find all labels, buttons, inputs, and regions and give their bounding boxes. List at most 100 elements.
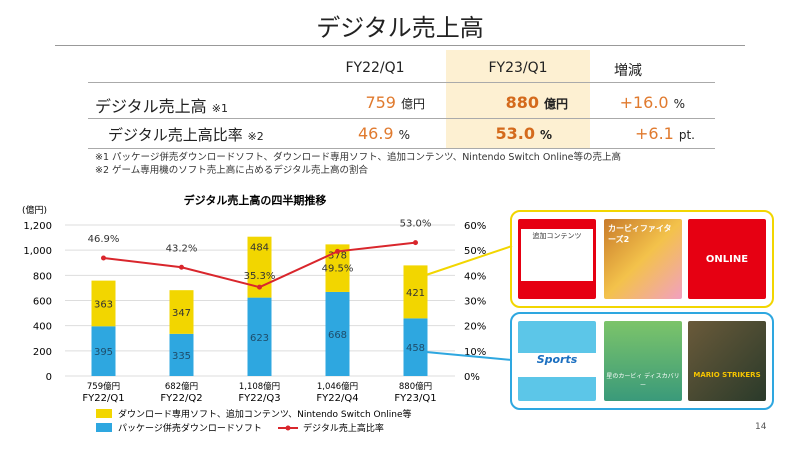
y2-tick-label: 40%: [464, 271, 486, 282]
x-tick-label: FY22/Q2: [160, 393, 202, 404]
ratio-point: [101, 255, 106, 261]
y2-tick-label: 0%: [464, 372, 480, 383]
x-total-label: 682億円: [165, 381, 198, 392]
num: 46.9: [357, 124, 394, 143]
x-tick-label: FY22/Q4: [316, 393, 358, 404]
x-tick-label: FY23/Q1: [394, 393, 436, 404]
package-products-group: Sports 星のカービィ ディスカバリー MARIO STRIKERS: [510, 312, 774, 410]
bar-package: [247, 297, 272, 376]
bar-label-download: 421: [406, 288, 425, 299]
num: +16.0: [619, 93, 669, 112]
y2-tick-label: 20%: [464, 322, 486, 333]
col-header-fy23q1: FY23/Q1: [488, 60, 548, 76]
y-tick-label: 0: [46, 372, 52, 383]
num: +6.1: [635, 124, 674, 143]
y-tick-label: 600: [33, 297, 52, 308]
x-tick-label: FY22/Q1: [82, 393, 124, 404]
y-tick-label: 1,200: [23, 221, 52, 232]
row-label-digital-ratio: デジタル売上高比率 ※2: [108, 124, 264, 145]
digital-only-products-group: 追加コンテンツ カービィファイターズ2 ONLINE: [510, 210, 774, 308]
unit: %: [673, 97, 685, 111]
legend-swatch-download: [96, 409, 112, 418]
product-image: カービィファイターズ2: [604, 219, 682, 299]
y-tick-label: 200: [33, 347, 52, 358]
bar-label-package: 335: [172, 351, 191, 362]
ratio-point: [413, 240, 418, 246]
x-total-label: 880億円: [399, 381, 432, 392]
value: 759 億円: [300, 93, 425, 112]
col-header-change: 増減: [614, 63, 642, 79]
bar-package: [403, 318, 428, 376]
table-rule: [88, 148, 715, 149]
table-rule: [88, 118, 715, 119]
y2-tick-label: 10%: [464, 347, 486, 358]
bar-download: [91, 280, 116, 327]
callout-line-yellow: [425, 245, 513, 276]
value: +6.1 pt.: [560, 124, 695, 143]
num: 759: [365, 93, 396, 112]
page-title: デジタル売上高: [316, 14, 484, 42]
bar-label-download: 378: [328, 250, 347, 261]
y-axis-unit: (億円): [22, 204, 47, 216]
legend-label-download: ダウンロード専用ソフト、追加コンテンツ、Nintendo Switch Onli…: [118, 408, 412, 420]
ratio-point: [257, 284, 262, 290]
product-image: ONLINE: [688, 219, 766, 299]
ratio-label: 43.2%: [166, 243, 198, 254]
ratio-label: 49.5%: [322, 263, 354, 274]
value: 46.9%: [300, 124, 410, 143]
note: ※2: [247, 130, 264, 143]
num: 880: [505, 93, 539, 112]
product-image: 星のカービィ ディスカバリー: [604, 321, 682, 401]
unit: 億円: [400, 97, 425, 111]
bar-package: [169, 333, 194, 376]
ratio-label: 35.3%: [244, 271, 276, 282]
title-divider: [55, 45, 745, 46]
y2-tick-label: 60%: [464, 221, 486, 232]
footnote-2: ※2 ゲーム専用機のソフト売上高に占めるデジタル売上高の割合: [95, 165, 369, 176]
legend-label-package: パッケージ併売ダウンロードソフト: [118, 422, 262, 434]
unit: 億円: [543, 97, 568, 111]
x-total-label: 1,108億円: [239, 381, 280, 392]
x-total-label: 759億円: [87, 381, 120, 392]
value: 53.0%: [440, 124, 552, 143]
label: デジタル売上高: [95, 97, 207, 116]
label: デジタル売上高比率: [108, 126, 243, 144]
y-tick-label: 400: [33, 322, 52, 333]
page-number: 14: [755, 422, 767, 432]
unit: %: [398, 128, 410, 142]
footnote-1: ※1 パッケージ併売ダウンロードソフト、ダウンロード専用ソフト、追加コンテンツ、…: [95, 152, 621, 163]
bar-label-package: 458: [406, 343, 425, 354]
y2-tick-label: 50%: [464, 246, 486, 257]
table-rule: [88, 82, 715, 83]
row-label-digital-sales: デジタル売上高 ※1: [95, 93, 228, 117]
col-header-fy22q1: FY22/Q1: [345, 60, 405, 76]
y2-tick-label: 30%: [464, 297, 486, 308]
bar-label-download: 347: [172, 308, 191, 319]
bar-label-package: 623: [250, 333, 269, 344]
ratio-point: [179, 264, 184, 270]
fy23-highlight: [446, 50, 590, 148]
bar-package: [91, 326, 116, 376]
note: ※1: [211, 102, 228, 115]
value: +16.0%: [560, 93, 685, 112]
image-label: Sports: [536, 353, 578, 366]
chart-title: デジタル売上高の四半期推移: [184, 193, 327, 207]
bar-label-package: 668: [328, 330, 347, 341]
product-image: Sports: [518, 321, 596, 401]
value: 880 億円: [440, 93, 568, 112]
bar-label-package: 395: [94, 347, 113, 358]
ratio-point: [335, 248, 340, 254]
bar-download: [403, 265, 428, 319]
bar-package: [325, 291, 350, 376]
unit: %: [539, 128, 552, 142]
bar-download: [169, 290, 194, 334]
ratio-label: 53.0%: [400, 219, 432, 230]
callout-line-blue: [425, 351, 513, 361]
image-label: MARIO STRIKERS: [693, 371, 761, 379]
legend-marker-ratio: [285, 425, 291, 431]
product-image: MARIO STRIKERS: [688, 321, 766, 401]
num: 53.0: [495, 124, 535, 143]
legend-swatch-package: [96, 423, 112, 432]
legend-label-ratio: デジタル売上高比率: [303, 422, 384, 434]
